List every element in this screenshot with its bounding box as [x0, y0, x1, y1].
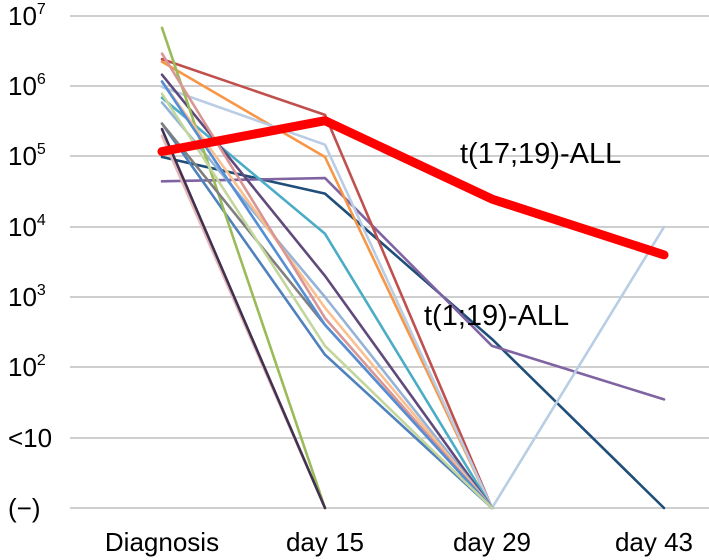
- series-line: [160, 57, 494, 510]
- series-annotation: t(1;19)-ALL: [424, 300, 569, 332]
- y-tick-label: 102: [8, 352, 46, 382]
- y-tick-label: 103: [8, 282, 46, 312]
- series-line: [160, 80, 494, 510]
- series-line: [160, 85, 666, 510]
- x-tick-label: day 15: [286, 527, 364, 557]
- series-annotation: t(17;19)-ALL: [460, 138, 621, 170]
- series-line: [160, 127, 327, 510]
- series-line-t(17;19)-ALL: [157, 116, 669, 260]
- y-tick-label: 106: [8, 71, 46, 101]
- y-tick-label: <10: [8, 423, 52, 453]
- series-line: [160, 92, 494, 510]
- y-axis-ticks: (−) <10 102 103 104 105 106 107: [8, 1, 52, 523]
- grid: [70, 15, 709, 509]
- series-line: [160, 176, 666, 401]
- series-line: [160, 101, 494, 510]
- x-tick-label: day 29: [453, 527, 531, 557]
- series-line: [160, 60, 494, 510]
- series-line: [160, 122, 494, 510]
- y-tick-label: 105: [8, 141, 46, 171]
- annotations: t(17;19)-ALL t(1;19)-ALL: [424, 138, 621, 332]
- x-axis-ticks: Diagnosis day 15 day 29 day 43: [105, 527, 693, 557]
- y-tick-label: 107: [8, 1, 46, 31]
- series-line: [160, 26, 327, 510]
- x-tick-label: Diagnosis: [105, 527, 219, 557]
- series-line: [160, 80, 494, 510]
- x-tick-label: day 43: [615, 527, 693, 557]
- y-tick-label: (−): [8, 493, 41, 523]
- series-lines: [157, 26, 669, 510]
- y-tick-label: 104: [8, 212, 46, 242]
